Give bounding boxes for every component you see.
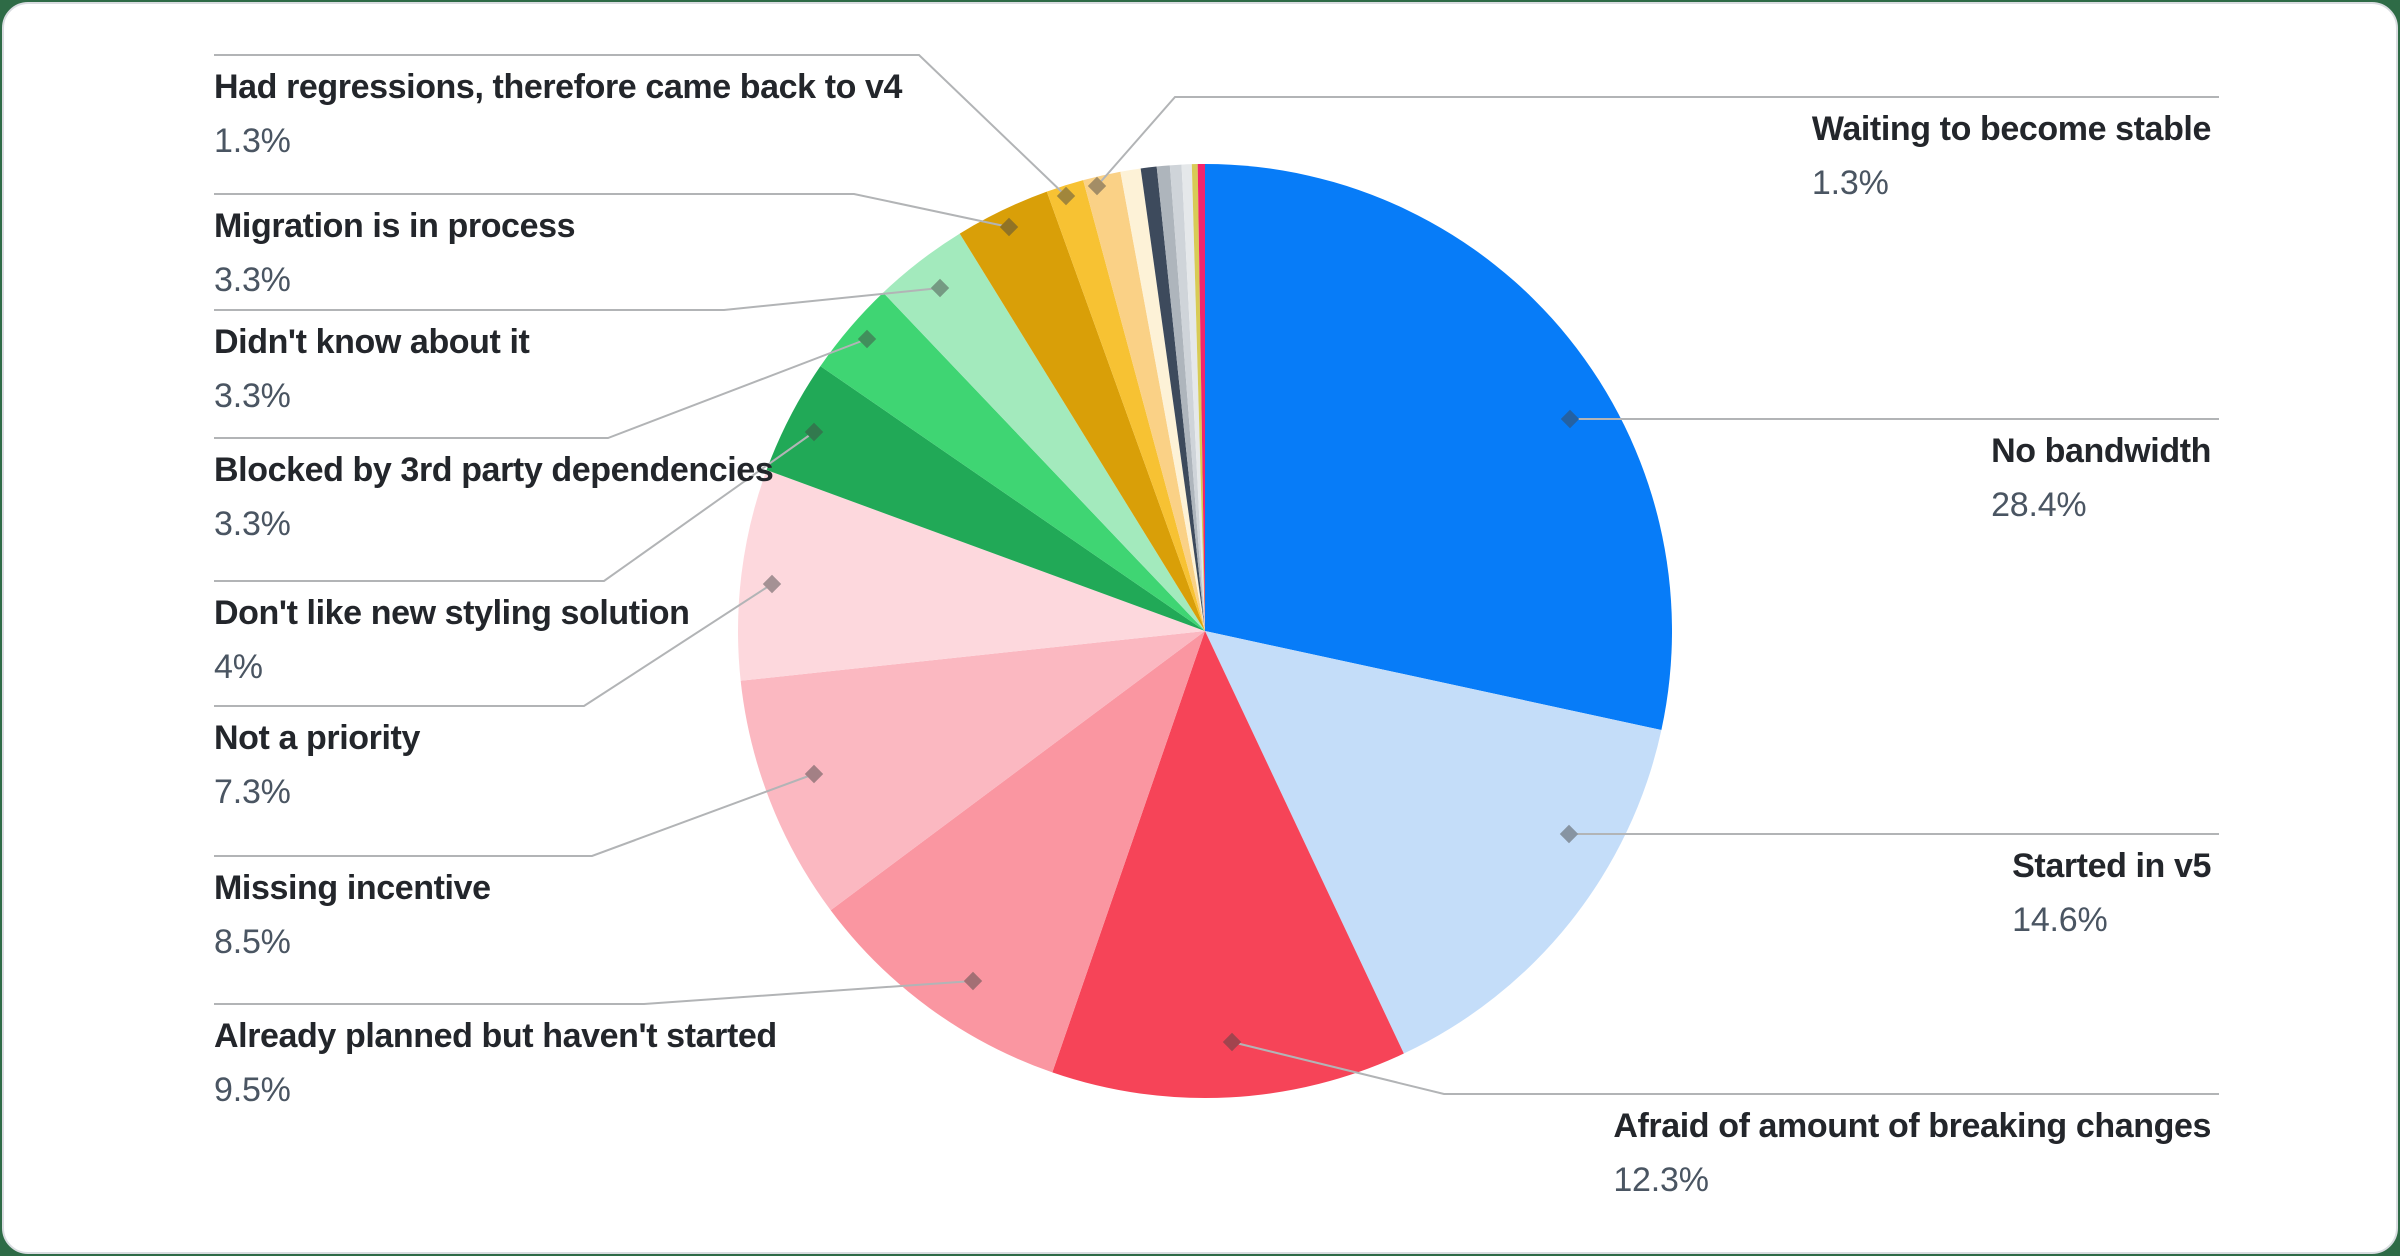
leader-dot-icon xyxy=(804,422,824,442)
callout-title: Didn't know about it xyxy=(214,323,530,361)
callout-title: Don't like new styling solution xyxy=(214,594,690,632)
callout-percent: 1.3% xyxy=(1811,164,1889,202)
leader-dot-icon xyxy=(1559,824,1579,844)
leader-line-don-t-like-new-styling-solution xyxy=(214,431,815,582)
leader-dot-icon xyxy=(1560,409,1580,429)
leader-line-migration-is-in-process xyxy=(214,193,1010,228)
callout-afraid-of-amount-of-breaking-changes: Afraid of amount of breaking changes 12.3… xyxy=(1613,1104,2211,1200)
pie-chart-stage: Had regressions, therefore came back to … xyxy=(4,4,2396,1252)
callout-percent: 14.6% xyxy=(2012,901,2108,939)
pie-slice-don-t-like-new-styling-solution[interactable] xyxy=(766,366,1205,631)
callout-missing-incentive: Missing incentive 8.5% xyxy=(214,866,491,962)
callout-percent: 1.3% xyxy=(214,122,291,160)
callout-title: Had regressions, therefore came back to … xyxy=(214,68,903,106)
pie-slice-no-bandwidth[interactable] xyxy=(1205,164,1672,731)
callout-don-t-like-new-styling-solution: Don't like new styling solution 4% xyxy=(214,591,690,687)
callout-title: Blocked by 3rd party dependencies xyxy=(214,451,774,489)
leader-dot-icon xyxy=(1087,176,1107,196)
leader-line-waiting-to-become-stable xyxy=(1096,96,2219,187)
pie-chart-svg xyxy=(214,54,2219,1099)
callout-percent: 4% xyxy=(214,648,263,686)
pie-slice-already-planned-but-haven-t-started[interactable] xyxy=(830,631,1205,1073)
callout-percent: 8.5% xyxy=(214,923,291,961)
leader-line-afraid-of-amount-of-breaking-changes xyxy=(1231,1041,2219,1095)
leader-line-already-planned-but-haven-t-started xyxy=(214,980,974,1005)
callout-percent: 12.3% xyxy=(1613,1161,1709,1199)
pie-slice-blocked-by-3rd-party-dependencies[interactable] xyxy=(820,292,1205,631)
callout-not-a-priority: Not a priority 7.3% xyxy=(214,716,420,812)
leader-dot-icon xyxy=(857,329,877,349)
leader-line-didn-t-know-about-it xyxy=(214,287,941,311)
pie-slice-started-in-v5[interactable] xyxy=(1205,631,1662,1054)
leader-line-missing-incentive xyxy=(214,773,815,857)
pie-slice-unlabeled[interactable] xyxy=(1197,164,1205,631)
leader-dot-icon xyxy=(804,764,824,784)
callout-waiting-to-become-stable: Waiting to become stable 1.3% xyxy=(1812,107,2211,203)
pie-slice-migration-is-in-process[interactable] xyxy=(959,191,1205,631)
pie-slice-not-a-priority[interactable] xyxy=(738,470,1205,681)
leader-dot-icon xyxy=(999,217,1019,237)
callout-percent: 7.3% xyxy=(214,773,291,811)
callout-percent: 3.3% xyxy=(214,261,291,299)
callout-title: No bandwidth xyxy=(1991,432,2211,470)
pie-slice-unlabeled[interactable] xyxy=(1181,164,1205,632)
pie-slice-didn-t-know-about-it[interactable] xyxy=(883,233,1205,631)
callout-percent: 3.3% xyxy=(214,505,291,543)
pie-slice-unlabeled[interactable] xyxy=(1120,168,1205,631)
callout-percent: 9.5% xyxy=(214,1071,291,1109)
leader-line-not-a-priority xyxy=(214,583,773,707)
callout-started-in-v5: Started in v5 14.6% xyxy=(2012,844,2211,940)
leader-dot-icon xyxy=(1056,186,1076,206)
leader-dot-icon xyxy=(1222,1032,1242,1052)
pie-slice-waiting-to-become-stable[interactable] xyxy=(1083,171,1205,632)
leader-dot-icon xyxy=(930,278,950,298)
callout-had-regressions-therefore-came-back-to-v4: Had regressions, therefore came back to … xyxy=(214,65,902,161)
callout-blocked-by-3rd-party-dependencies: Blocked by 3rd party dependencies 3.3% xyxy=(214,448,774,544)
callout-percent: 28.4% xyxy=(1991,486,2087,524)
callout-title: Waiting to become stable xyxy=(1811,110,2211,148)
callout-title: Not a priority xyxy=(214,719,420,757)
pie-slice-unlabeled[interactable] xyxy=(1169,164,1205,631)
callout-title: Migration is in process xyxy=(214,207,576,245)
callout-migration-is-in-process: Migration is in process 3.3% xyxy=(214,204,576,300)
callout-no-bandwidth: No bandwidth 28.4% xyxy=(1991,429,2211,525)
callout-title: Afraid of amount of breaking changes xyxy=(1613,1107,2211,1145)
leader-line-had-regressions-therefore-came-back-to-v4 xyxy=(214,54,1067,197)
pie-slice-unlabeled[interactable] xyxy=(1140,166,1205,631)
leader-dot-icon xyxy=(963,971,983,991)
pie-slice-unlabeled[interactable] xyxy=(1156,165,1205,632)
pie-slice-had-regressions-therefore-came-back-to-v4[interactable] xyxy=(1046,180,1205,631)
leader-line-blocked-by-3rd-party-dependencies xyxy=(214,338,868,439)
callout-already-planned-but-haven-t-started: Already planned but haven't started 9.5% xyxy=(214,1014,777,1110)
callout-percent: 3.3% xyxy=(214,377,291,415)
pie-slice-missing-incentive[interactable] xyxy=(740,631,1205,911)
pie-slice-unlabeled[interactable] xyxy=(1191,164,1205,631)
callout-title: Missing incentive xyxy=(214,869,491,907)
callout-title: Already planned but haven't started xyxy=(214,1017,777,1055)
callout-title: Started in v5 xyxy=(2012,847,2211,885)
callout-didn-t-know-about-it: Didn't know about it 3.3% xyxy=(214,320,530,416)
pie-slice-afraid-of-amount-of-breaking-changes[interactable] xyxy=(1052,631,1404,1099)
leader-dot-icon xyxy=(762,574,782,594)
